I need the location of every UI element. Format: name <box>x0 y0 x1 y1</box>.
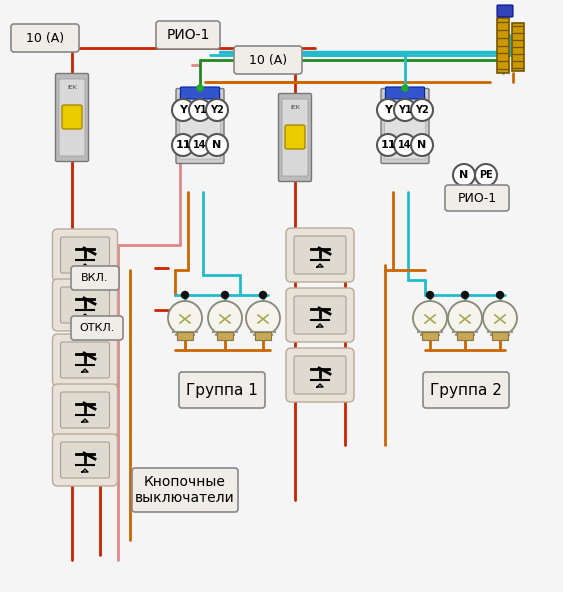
FancyBboxPatch shape <box>180 93 221 159</box>
Circle shape <box>394 99 416 121</box>
Text: 10 (А): 10 (А) <box>249 53 287 66</box>
Text: ВКЛ.: ВКЛ. <box>81 273 109 283</box>
Text: Y: Y <box>384 105 392 115</box>
Circle shape <box>172 134 194 156</box>
Text: IEK: IEK <box>67 85 77 89</box>
Text: Y1: Y1 <box>398 105 412 115</box>
FancyBboxPatch shape <box>60 237 109 273</box>
Text: Кнопочные
выключатели: Кнопочные выключатели <box>135 475 235 505</box>
Circle shape <box>172 99 194 121</box>
Text: РИО-1: РИО-1 <box>166 28 209 42</box>
Circle shape <box>475 164 497 186</box>
FancyBboxPatch shape <box>52 334 118 386</box>
FancyBboxPatch shape <box>285 125 305 149</box>
FancyBboxPatch shape <box>445 185 509 211</box>
Circle shape <box>221 291 229 298</box>
Circle shape <box>462 291 468 298</box>
Circle shape <box>197 85 203 91</box>
FancyBboxPatch shape <box>60 342 109 378</box>
FancyBboxPatch shape <box>52 434 118 486</box>
Text: Y2: Y2 <box>415 105 429 115</box>
FancyBboxPatch shape <box>279 94 311 182</box>
Circle shape <box>181 291 189 298</box>
FancyBboxPatch shape <box>422 332 438 340</box>
Circle shape <box>411 99 433 121</box>
FancyBboxPatch shape <box>497 5 513 17</box>
FancyBboxPatch shape <box>60 392 109 428</box>
Circle shape <box>246 301 280 335</box>
Circle shape <box>497 291 503 298</box>
FancyBboxPatch shape <box>52 279 118 331</box>
Text: 11: 11 <box>175 140 191 150</box>
FancyBboxPatch shape <box>52 229 118 281</box>
FancyBboxPatch shape <box>497 18 509 73</box>
FancyBboxPatch shape <box>132 468 238 512</box>
Circle shape <box>189 99 211 121</box>
Circle shape <box>448 301 482 335</box>
Text: 14: 14 <box>193 140 207 150</box>
FancyBboxPatch shape <box>457 332 473 340</box>
FancyBboxPatch shape <box>512 23 524 71</box>
FancyBboxPatch shape <box>282 99 308 176</box>
Circle shape <box>453 164 475 186</box>
FancyBboxPatch shape <box>386 87 425 99</box>
FancyBboxPatch shape <box>286 228 354 282</box>
Circle shape <box>483 301 517 335</box>
Text: РИО-1: РИО-1 <box>457 191 497 204</box>
FancyBboxPatch shape <box>286 348 354 402</box>
FancyBboxPatch shape <box>56 73 88 162</box>
Text: Y2: Y2 <box>210 105 224 115</box>
FancyBboxPatch shape <box>60 442 109 478</box>
FancyBboxPatch shape <box>234 46 302 74</box>
Circle shape <box>411 134 433 156</box>
FancyBboxPatch shape <box>62 105 82 129</box>
Text: Группа 2: Группа 2 <box>430 382 502 397</box>
FancyBboxPatch shape <box>286 288 354 342</box>
FancyBboxPatch shape <box>11 24 79 52</box>
Text: Y: Y <box>179 105 187 115</box>
FancyBboxPatch shape <box>217 332 233 340</box>
FancyBboxPatch shape <box>294 356 346 394</box>
Text: Группа 1: Группа 1 <box>186 382 258 397</box>
Text: IEK: IEK <box>290 105 300 110</box>
Circle shape <box>206 99 228 121</box>
FancyBboxPatch shape <box>60 287 109 323</box>
Circle shape <box>377 99 399 121</box>
FancyBboxPatch shape <box>381 88 429 163</box>
Circle shape <box>394 134 416 156</box>
Circle shape <box>413 301 447 335</box>
FancyBboxPatch shape <box>255 332 271 340</box>
Circle shape <box>260 291 266 298</box>
Text: PE: PE <box>479 170 493 180</box>
Circle shape <box>208 301 242 335</box>
FancyBboxPatch shape <box>492 332 508 340</box>
FancyBboxPatch shape <box>156 21 220 49</box>
Text: 14: 14 <box>398 140 412 150</box>
Circle shape <box>377 134 399 156</box>
Circle shape <box>168 301 202 335</box>
Text: ОТКЛ.: ОТКЛ. <box>79 323 115 333</box>
FancyBboxPatch shape <box>177 332 193 340</box>
Text: N: N <box>417 140 427 150</box>
FancyBboxPatch shape <box>385 93 426 159</box>
Circle shape <box>427 291 434 298</box>
Text: 10 (А): 10 (А) <box>26 31 64 44</box>
FancyBboxPatch shape <box>176 88 224 163</box>
Text: N: N <box>212 140 222 150</box>
FancyBboxPatch shape <box>294 236 346 274</box>
Circle shape <box>189 134 211 156</box>
FancyBboxPatch shape <box>52 384 118 436</box>
FancyBboxPatch shape <box>179 372 265 408</box>
Text: 11: 11 <box>380 140 396 150</box>
FancyBboxPatch shape <box>181 87 220 99</box>
Circle shape <box>206 134 228 156</box>
FancyBboxPatch shape <box>71 266 119 290</box>
FancyBboxPatch shape <box>71 316 123 340</box>
Text: N: N <box>459 170 468 180</box>
Circle shape <box>402 85 408 91</box>
Text: Y1: Y1 <box>193 105 207 115</box>
FancyBboxPatch shape <box>423 372 509 408</box>
FancyBboxPatch shape <box>59 79 85 156</box>
FancyBboxPatch shape <box>294 296 346 334</box>
